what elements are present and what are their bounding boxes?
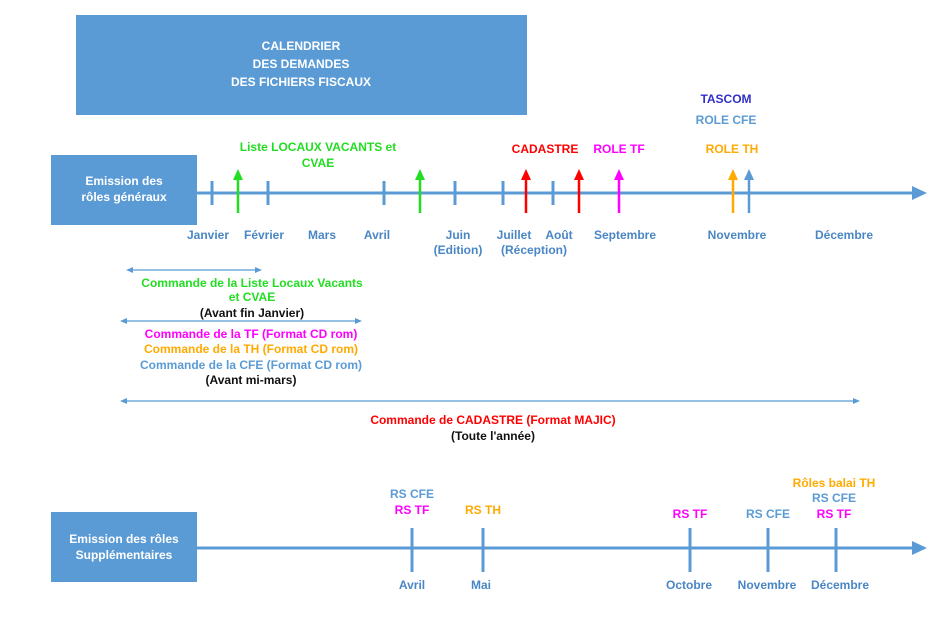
month-label: Août: [545, 228, 572, 242]
order-label: Commande de la TH (Format CD rom): [144, 342, 358, 356]
event-arrows: [233, 169, 754, 213]
order-deadline: (Avant mi-mars): [206, 373, 297, 387]
event-label: RS CFE: [746, 507, 790, 521]
arrowhead: [912, 186, 927, 200]
month-label: Avril: [399, 578, 425, 592]
event-label: RS CFE: [812, 491, 856, 505]
section-box: [51, 512, 197, 582]
month-label: Décembre: [811, 578, 869, 592]
event-label: Liste LOCAUX VACANTS et: [240, 140, 396, 154]
event-label: ROLE TF: [593, 142, 644, 156]
order-label: et CVAE: [229, 290, 275, 304]
order-deadline: (Avant fin Janvier): [200, 306, 304, 320]
month-label: Mai: [471, 578, 491, 592]
event-label: RS TF: [395, 503, 430, 517]
month-label: Février: [244, 228, 284, 242]
period-arrows: [120, 267, 860, 404]
arrowhead: [912, 541, 927, 555]
order-deadline: (Toute l'année): [451, 429, 535, 443]
section-label: rôles généraux: [81, 190, 167, 204]
event-label: Rôles balai TH: [793, 476, 876, 490]
section-label: Supplémentaires: [76, 548, 173, 562]
section-label: Emission des: [85, 174, 163, 188]
event-label: RS TH: [465, 503, 501, 517]
event-label: RS TF: [817, 507, 852, 521]
month-label: Mars: [308, 228, 336, 242]
order-label: Commande de la CFE (Format CD rom): [140, 358, 362, 372]
order-label: Commande de la Liste Locaux Vacants: [141, 276, 363, 290]
order-label: Commande de CADASTRE (Format MAJIC): [370, 413, 615, 427]
event-label: ROLE TH: [706, 142, 759, 156]
event-label: CVAE: [302, 156, 334, 170]
month-label: Juillet: [497, 228, 532, 242]
event-label: RS CFE: [390, 487, 434, 501]
month-label: Avril: [364, 228, 390, 242]
section-label: Emission des rôles: [69, 532, 179, 546]
month-label: (Réception): [501, 243, 567, 257]
event-label: TASCOM: [700, 92, 751, 106]
month-label: Septembre: [594, 228, 656, 242]
month-label: Novembre: [738, 578, 797, 592]
event-label: CADASTRE: [512, 142, 579, 156]
order-label: Commande de la TF (Format CD rom): [145, 327, 358, 341]
title-box: [76, 15, 527, 115]
month-ticks: [210, 181, 555, 205]
month-label: Janvier: [187, 228, 229, 242]
title-line: DES DEMANDES: [253, 57, 350, 71]
month-label: Juin: [446, 228, 471, 242]
month-label: Octobre: [666, 578, 712, 592]
event-label: ROLE CFE: [696, 113, 757, 127]
month-label: (Edition): [434, 243, 483, 257]
month-ticks: [410, 528, 838, 572]
event-label: RS TF: [673, 507, 708, 521]
section-box: [51, 155, 197, 225]
title-line: CALENDRIER: [262, 39, 341, 53]
month-label: Décembre: [815, 228, 873, 242]
month-label: Novembre: [708, 228, 767, 242]
title-line: DES FICHIERS FISCAUX: [231, 75, 371, 89]
